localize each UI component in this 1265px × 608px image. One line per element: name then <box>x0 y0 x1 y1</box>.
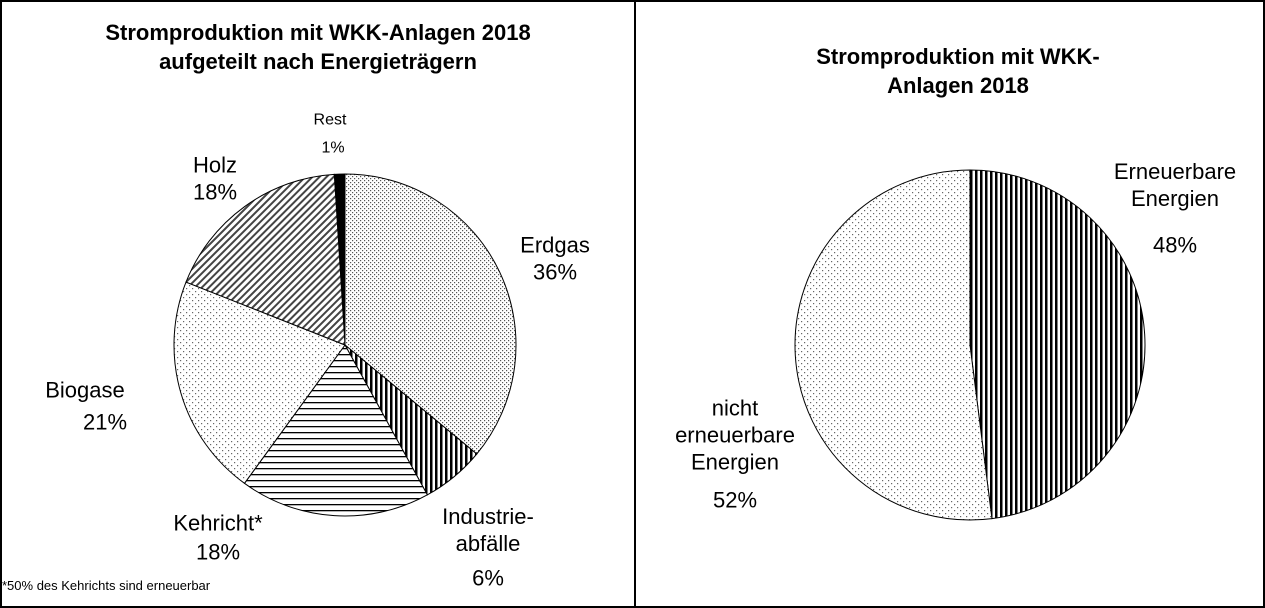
pie-slice <box>344 173 517 455</box>
chart-title: Stromproduktion mit WKK-Anlagen 2018 auf… <box>105 20 531 74</box>
footnote: *50% des Kehrichts sind erneuerbar <box>2 578 211 593</box>
slice-value: 1% <box>321 139 345 157</box>
slice-value: 36% <box>532 259 578 285</box>
slice-label: nicht erneuerbare Energien <box>675 395 795 475</box>
pie-slice <box>173 281 346 485</box>
slice-value: 52% <box>712 487 758 513</box>
chart-title: Stromproduktion mit WKK-Anlagen 2018 <box>816 44 1100 98</box>
pie-slice <box>794 169 993 521</box>
slice-value: 18% <box>192 179 238 205</box>
slice-value: 6% <box>472 565 504 591</box>
slice-label: Holz <box>192 152 238 178</box>
slice-label: Kehricht* <box>173 510 263 536</box>
slice-label: Rest <box>313 111 347 129</box>
slice-label: Industrie- abfälle <box>442 504 534 556</box>
slice-label: Erneuerbare Energien <box>1113 159 1237 211</box>
slice-label: Erdgas <box>520 232 590 258</box>
pie-slice <box>185 173 346 346</box>
slice-value: 48% <box>1152 232 1198 258</box>
slice-value: 21% <box>82 409 128 435</box>
slice-label: Biogase <box>45 377 125 403</box>
pie-slice <box>243 344 429 517</box>
slice-value: 18% <box>195 539 241 565</box>
pie-slice <box>969 169 1146 520</box>
